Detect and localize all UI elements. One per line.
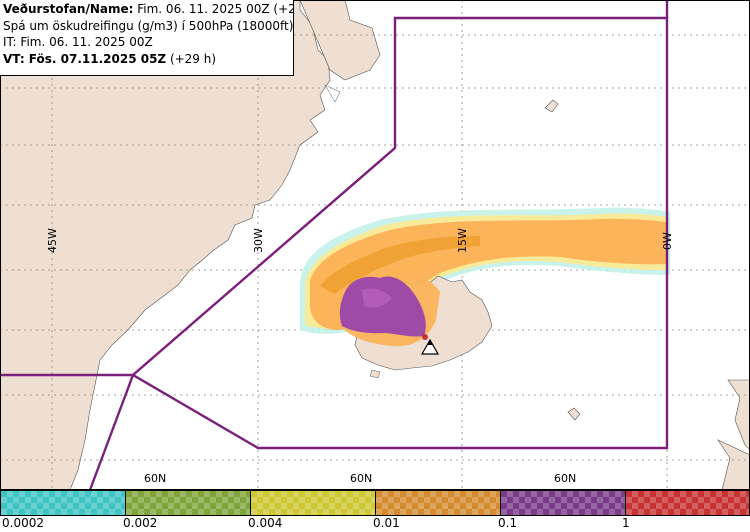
legend-labels: 0.0002 0.002 0.004 0.01 0.1 1 [0,516,750,532]
legend-swatch [375,490,500,516]
forecast-info-box: Veðurstofan/Name: Fim. 06. 11. 2025 00Z … [0,0,294,76]
legend-label: 1 [622,516,630,530]
header-line-1: Veðurstofan/Name: Fim. 06. 11. 2025 00Z … [3,2,293,16]
legend-label: 0.0002 [2,516,44,530]
legend-swatch [0,490,125,516]
legend-label: 0.002 [123,516,158,530]
lon-label-30w: 30W [252,228,265,253]
greenland-landmass [0,0,331,491]
legend-label: 0.01 [373,516,400,530]
lat-label-60n: 60N [350,472,372,485]
lon-label-15w: 15W [456,228,469,253]
jan-mayen-island [544,99,559,113]
legend-label: 0.1 [498,516,518,530]
legend-swatch [125,490,250,516]
lat-label-60n: 60N [144,472,166,485]
ash-plume-high [339,276,426,337]
fir-boundary [0,0,669,491]
legend-label: 0.004 [248,516,283,530]
legend-bar [0,490,750,516]
header-line-3: IT: Fim. 06. 11. 2025 00Z [3,35,153,49]
header-line-4: VT: Fös. 07.11.2025 05Z (+29 h) [3,51,217,66]
legend-swatch [500,490,625,516]
lon-label-0w: 0W [661,232,674,250]
legend-swatch [250,490,375,516]
volcano-marker-icon [420,338,440,355]
legend-swatch [625,490,750,516]
concentration-legend: 0.0002 0.002 0.004 0.01 0.1 1 [0,490,750,532]
lon-label-45w: 45W [46,228,59,253]
header-line-2: Spá um öskudreifingu (g/m3) í 500hPa (18… [3,18,294,33]
lat-label-60n: 60N [554,472,576,485]
